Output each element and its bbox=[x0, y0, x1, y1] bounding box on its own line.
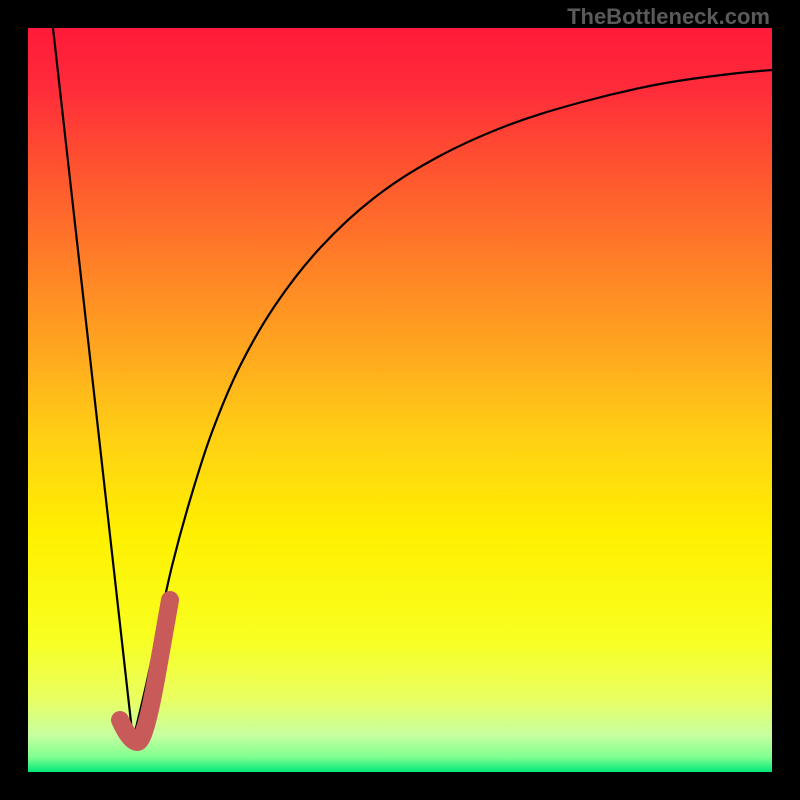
chart-container: TheBottleneck.com bbox=[0, 0, 800, 800]
watermark-text: TheBottleneck.com bbox=[567, 4, 770, 30]
v-right-curve bbox=[133, 70, 772, 740]
v-left-line bbox=[53, 28, 133, 740]
curve-overlay bbox=[28, 28, 772, 772]
plot-area bbox=[28, 28, 772, 772]
accent-j-stroke bbox=[120, 600, 170, 742]
